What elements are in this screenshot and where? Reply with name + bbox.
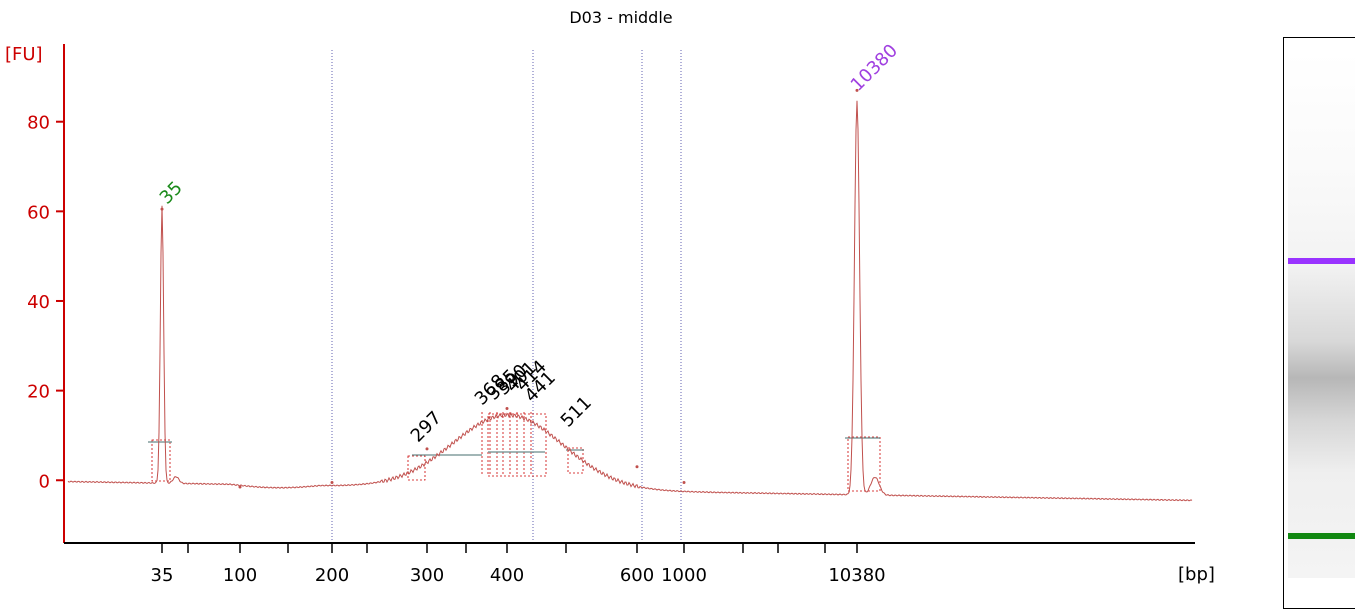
data-point: [425, 447, 429, 451]
peak-label: 10380: [847, 40, 902, 95]
gel-lane: [1288, 52, 1355, 578]
x-axis-label: [bp]: [1178, 564, 1215, 585]
region-box: [151, 439, 171, 482]
data-point: [505, 407, 509, 411]
peak-label: 511: [557, 392, 596, 431]
x-tick-label: 600: [620, 565, 654, 586]
y-tick-label: 0: [39, 471, 50, 492]
region-box: [567, 447, 584, 474]
x-tick-label: 1000: [661, 565, 707, 586]
data-points: [160, 88, 859, 489]
data-point: [238, 485, 242, 489]
x-tick-label: 10380: [828, 565, 885, 586]
lower-marker-band: [1288, 533, 1355, 539]
chart-title: D03 - middle: [569, 8, 672, 27]
marker-lines: [331, 50, 682, 543]
peak-label: 35: [156, 177, 187, 208]
y-ticks: 0 20 40 60 80: [27, 113, 64, 492]
gel-image: [1283, 37, 1355, 609]
x-tick-label: 400: [490, 565, 524, 586]
upper-marker-band: [1288, 258, 1355, 264]
electropherogram-plot: D03 - middle [FU] [bp] 0 20 40 60 80 35 100 20…: [5, 8, 1215, 586]
data-point: [682, 480, 686, 484]
y-tick-label: 80: [27, 113, 50, 134]
y-axis-label: [FU]: [5, 44, 43, 65]
series-line: [67, 100, 1193, 502]
peak-label: 297: [407, 407, 446, 446]
integration-regions: [148, 412, 881, 492]
y-tick-label: 20: [27, 382, 50, 403]
x-tick-label: 300: [410, 565, 444, 586]
data-point: [160, 207, 164, 211]
data-point: [855, 88, 859, 92]
y-tick-label: 60: [27, 202, 50, 223]
region-box: [407, 455, 426, 481]
axes: [63, 44, 1195, 544]
data-point: [330, 480, 334, 484]
x-ticks: 35 100 200 300 400 600 1000 10380: [151, 543, 886, 586]
x-tick-label: 200: [315, 565, 349, 586]
region-box: [847, 436, 881, 492]
data-point: [635, 465, 639, 469]
x-tick-label: 35: [151, 565, 174, 586]
x-tick-label: 100: [223, 565, 257, 586]
y-tick-label: 40: [27, 292, 50, 313]
